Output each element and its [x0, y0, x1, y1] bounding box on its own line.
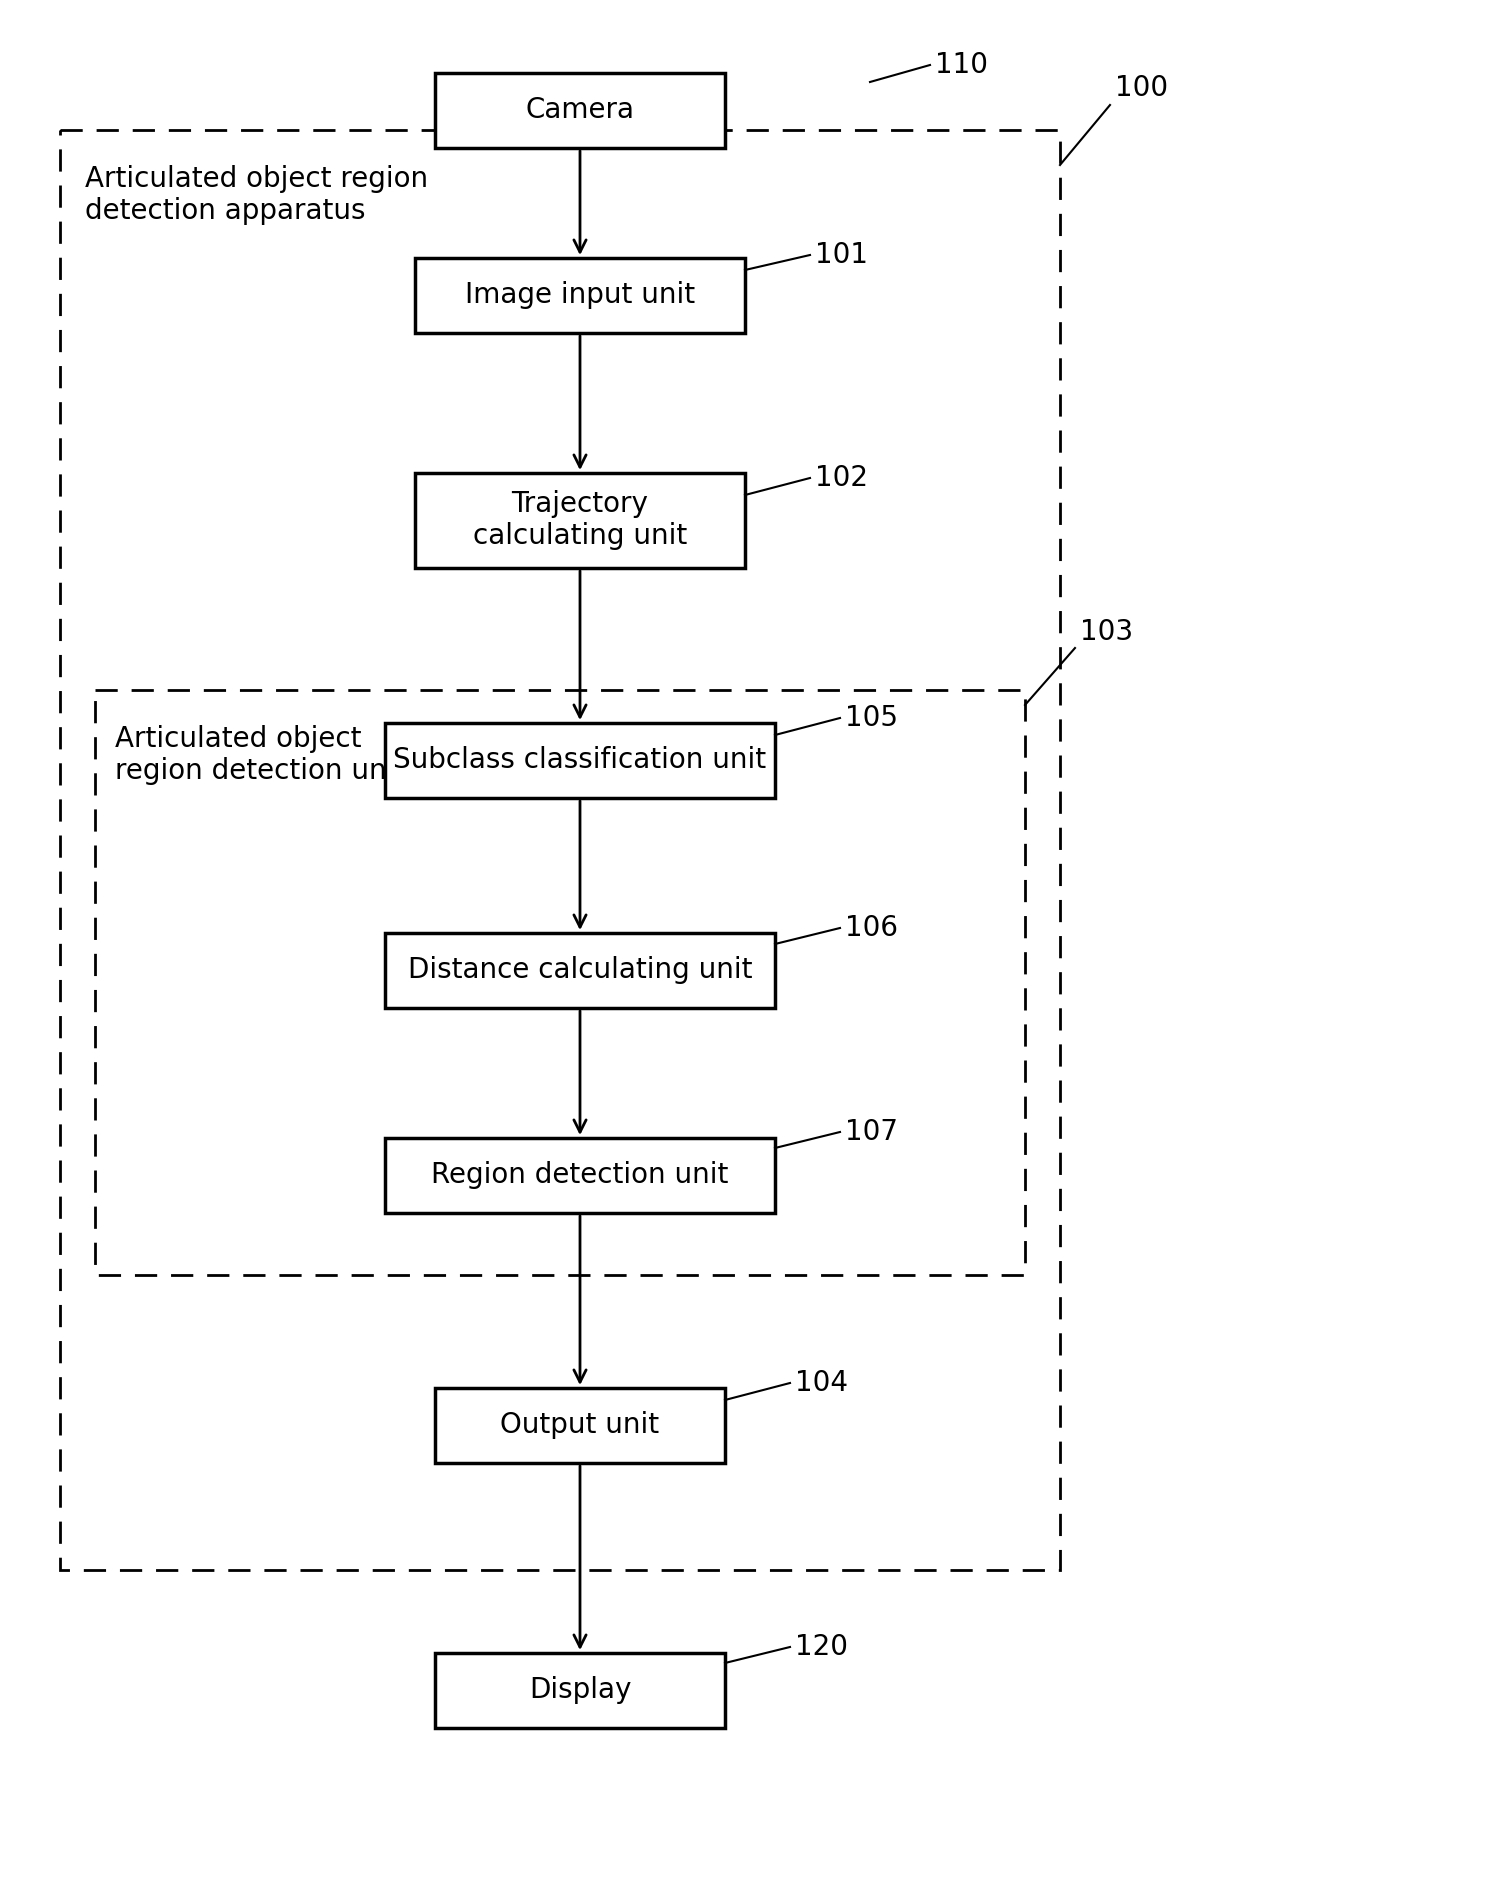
Text: Subclass classification unit: Subclass classification unit — [394, 747, 766, 773]
Text: Display: Display — [528, 1676, 632, 1704]
Text: Output unit: Output unit — [500, 1412, 660, 1438]
Bar — [94, 690, 1025, 1275]
Text: 120: 120 — [795, 1632, 847, 1661]
Text: Distance calculating unit: Distance calculating unit — [407, 956, 753, 984]
Text: Articulated object region
detection apparatus: Articulated object region detection appa… — [85, 165, 428, 226]
Text: 105: 105 — [844, 705, 898, 732]
Text: 103: 103 — [1079, 618, 1133, 646]
Bar — [385, 1138, 775, 1212]
Bar — [415, 258, 746, 332]
Text: 100: 100 — [1115, 74, 1168, 103]
Bar — [415, 473, 746, 568]
Text: Articulated object
region detection unit: Articulated object region detection unit — [115, 726, 406, 785]
Text: 110: 110 — [936, 51, 988, 80]
Bar — [385, 722, 775, 798]
Text: 104: 104 — [795, 1370, 847, 1396]
Text: Camera: Camera — [525, 97, 635, 124]
Text: Region detection unit: Region detection unit — [431, 1161, 729, 1189]
Bar — [385, 933, 775, 1007]
Text: 107: 107 — [844, 1117, 898, 1146]
Text: 101: 101 — [814, 241, 868, 270]
Bar — [436, 72, 725, 148]
Bar — [436, 1653, 725, 1727]
Text: Image input unit: Image input unit — [466, 281, 695, 310]
Text: 106: 106 — [844, 914, 898, 942]
Text: 102: 102 — [814, 464, 868, 492]
Text: Trajectory
calculating unit: Trajectory calculating unit — [473, 490, 687, 551]
Bar — [60, 129, 1060, 1569]
Bar — [436, 1387, 725, 1463]
